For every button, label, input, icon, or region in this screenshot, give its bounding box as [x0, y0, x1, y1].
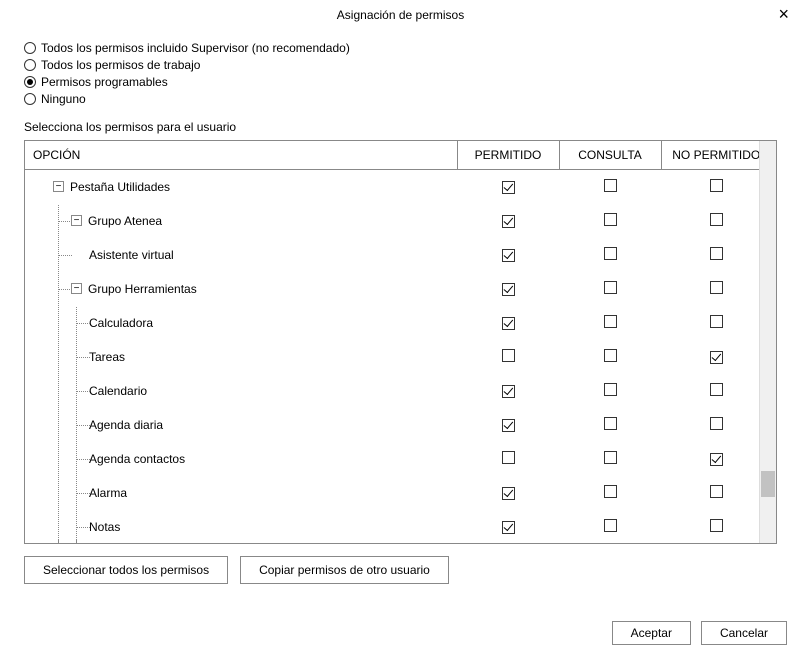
checkbox[interactable]	[604, 519, 617, 532]
row-label: Alarma	[89, 486, 127, 500]
tree-expander-icon[interactable]: −	[71, 215, 82, 226]
checkbox[interactable]	[604, 213, 617, 226]
checkbox[interactable]	[604, 349, 617, 362]
scrollbar[interactable]	[759, 141, 776, 543]
row-label: Agenda contactos	[89, 452, 185, 466]
checkbox[interactable]	[502, 487, 515, 500]
radio-icon[interactable]	[24, 93, 36, 105]
table-row[interactable]: −Grupo Atenea	[25, 204, 759, 238]
subtitle-label: Selecciona los permisos para el usuario	[24, 120, 777, 134]
checkbox[interactable]	[502, 249, 515, 262]
radio-option[interactable]: Ninguno	[24, 92, 777, 106]
permissions-table: OPCIÓN PERMITIDO CONSULTA NO PERMITIDO −…	[25, 141, 759, 543]
table-row[interactable]: Alarma	[25, 476, 759, 510]
row-label: Notas	[89, 520, 120, 534]
checkbox[interactable]	[604, 315, 617, 328]
checkbox[interactable]	[710, 383, 723, 396]
radio-label: Ninguno	[41, 92, 86, 106]
checkbox[interactable]	[710, 485, 723, 498]
row-label: Agenda diaria	[89, 418, 163, 432]
checkbox[interactable]	[710, 453, 723, 466]
table-row[interactable]: Calendario	[25, 374, 759, 408]
checkbox[interactable]	[710, 247, 723, 260]
close-icon[interactable]: ×	[778, 4, 789, 25]
table-row[interactable]: Agenda contactos	[25, 442, 759, 476]
checkbox[interactable]	[710, 417, 723, 430]
table-row[interactable]: Tareas	[25, 340, 759, 374]
row-label: Calculadora	[89, 316, 153, 330]
checkbox[interactable]	[604, 281, 617, 294]
checkbox[interactable]	[604, 451, 617, 464]
checkbox[interactable]	[604, 383, 617, 396]
cancel-button[interactable]: Cancelar	[701, 621, 787, 645]
checkbox[interactable]	[502, 283, 515, 296]
checkbox[interactable]	[502, 317, 515, 330]
table-row[interactable]: Asistente virtual	[25, 238, 759, 272]
table-row[interactable]: Agenda diaria	[25, 408, 759, 442]
checkbox[interactable]	[502, 385, 515, 398]
row-label: Grupo Atenea	[88, 214, 162, 228]
permissions-table-container: OPCIÓN PERMITIDO CONSULTA NO PERMITIDO −…	[24, 140, 777, 544]
checkbox[interactable]	[710, 179, 723, 192]
tree-expander-icon[interactable]: −	[71, 283, 82, 294]
checkbox[interactable]	[710, 519, 723, 532]
checkbox[interactable]	[604, 485, 617, 498]
radio-label: Todos los permisos incluido Supervisor (…	[41, 41, 350, 55]
radio-label: Todos los permisos de trabajo	[41, 58, 200, 72]
checkbox[interactable]	[710, 213, 723, 226]
col-opcion[interactable]: OPCIÓN	[25, 141, 457, 170]
checkbox[interactable]	[502, 181, 515, 194]
row-label: Tareas	[89, 350, 125, 364]
accept-button[interactable]: Aceptar	[612, 621, 691, 645]
row-label: Calendario	[89, 384, 147, 398]
checkbox[interactable]	[604, 179, 617, 192]
col-nopermitido[interactable]: NO PERMITIDO	[661, 141, 759, 170]
scrollbar-thumb[interactable]	[761, 471, 775, 497]
tree-expander-icon[interactable]: −	[53, 181, 64, 192]
row-label: Pestaña Utilidades	[70, 180, 170, 194]
checkbox[interactable]	[502, 521, 515, 534]
checkbox[interactable]	[502, 451, 515, 464]
permission-mode-radios: Todos los permisos incluido Supervisor (…	[24, 41, 777, 106]
checkbox[interactable]	[502, 215, 515, 228]
radio-icon[interactable]	[24, 76, 36, 88]
radio-icon[interactable]	[24, 42, 36, 54]
col-consulta[interactable]: CONSULTA	[559, 141, 661, 170]
permissions-tbody: −Pestaña Utilidades−Grupo AteneaAsistent…	[25, 170, 759, 544]
radio-label: Permisos programables	[41, 75, 168, 89]
checkbox[interactable]	[710, 351, 723, 364]
radio-option[interactable]: Permisos programables	[24, 75, 777, 89]
dialog-title: Asignación de permisos	[0, 0, 801, 38]
checkbox[interactable]	[604, 417, 617, 430]
row-label: Grupo Herramientas	[88, 282, 197, 296]
checkbox[interactable]	[502, 419, 515, 432]
col-permitido[interactable]: PERMITIDO	[457, 141, 559, 170]
table-row[interactable]: Notas	[25, 510, 759, 544]
radio-option[interactable]: Todos los permisos de trabajo	[24, 58, 777, 72]
radio-icon[interactable]	[24, 59, 36, 71]
row-label: Asistente virtual	[89, 248, 174, 262]
checkbox[interactable]	[604, 247, 617, 260]
table-row[interactable]: −Grupo Herramientas	[25, 272, 759, 306]
checkbox[interactable]	[710, 315, 723, 328]
select-all-button[interactable]: Seleccionar todos los permisos	[24, 556, 228, 584]
radio-option[interactable]: Todos los permisos incluido Supervisor (…	[24, 41, 777, 55]
table-row[interactable]: −Pestaña Utilidades	[25, 170, 759, 204]
checkbox[interactable]	[502, 349, 515, 362]
copy-permissions-button[interactable]: Copiar permisos de otro usuario	[240, 556, 449, 584]
checkbox[interactable]	[710, 281, 723, 294]
table-row[interactable]: Calculadora	[25, 306, 759, 340]
